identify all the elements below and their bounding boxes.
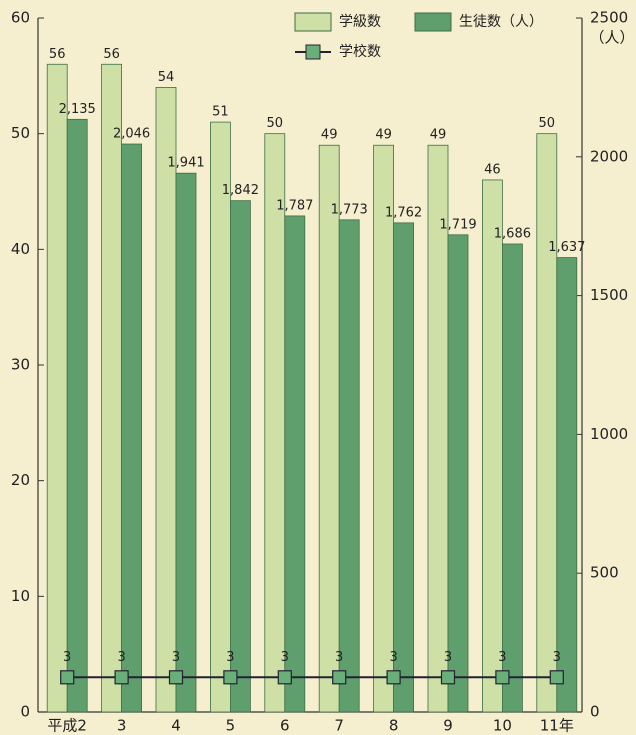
- value-label: 49: [321, 128, 338, 143]
- marker: [332, 670, 347, 685]
- x-tick-label: 9: [443, 717, 453, 735]
- bar: [155, 87, 177, 713]
- x-tick-label: 8: [389, 717, 399, 735]
- bar: [121, 143, 142, 713]
- marker: [549, 670, 564, 685]
- bar: [556, 257, 578, 713]
- value-label: 3: [172, 650, 180, 665]
- value-label: 3: [389, 650, 397, 665]
- bar: [101, 63, 122, 713]
- value-label: 3: [498, 650, 506, 665]
- bar: [209, 121, 231, 713]
- x-tick-label: 平成2: [47, 717, 87, 735]
- value-label: 54: [158, 70, 175, 85]
- x-tick-label: 10: [493, 717, 512, 735]
- x-tick-label: 3: [117, 717, 127, 735]
- value-label: 1,637: [548, 240, 585, 255]
- bar: [66, 118, 88, 713]
- value-label: 1,941: [167, 156, 204, 171]
- value-label: 1,773: [331, 202, 368, 217]
- legend-label: 学校数: [339, 43, 381, 60]
- value-label: 49: [430, 128, 447, 143]
- legend-swatch: [414, 12, 452, 32]
- bar: [46, 63, 68, 713]
- marker: [495, 670, 510, 685]
- marker: [277, 670, 292, 685]
- bar: [338, 219, 360, 713]
- value-label: 1,842: [222, 183, 259, 198]
- bar: [175, 172, 197, 713]
- y2-tick-label: 1500: [590, 286, 628, 304]
- y2-tick-label: 0: [590, 703, 600, 721]
- y2-tick-label: 2500: [590, 9, 628, 27]
- value-label: 3: [63, 650, 71, 665]
- value-label: 2,046: [113, 127, 150, 142]
- bar: [536, 133, 558, 713]
- y2-tick-label: 500: [590, 564, 619, 582]
- value-label: 50: [539, 116, 556, 131]
- y-tick-label: 30: [11, 356, 30, 374]
- marker: [386, 670, 401, 685]
- y2-axis-label: （人）: [589, 29, 634, 47]
- marker: [114, 670, 129, 685]
- y2-tick-label: 2000: [590, 147, 628, 165]
- value-label: 1,762: [385, 205, 422, 220]
- bar: [264, 133, 286, 713]
- x-tick-label: 4: [171, 717, 181, 735]
- y-tick-label: 50: [11, 124, 30, 142]
- y-tick-label: 20: [11, 471, 30, 489]
- value-label: 1,686: [494, 226, 531, 241]
- bar: [229, 200, 251, 713]
- value-label: 51: [212, 105, 229, 120]
- value-label: 46: [484, 162, 501, 177]
- value-label: 50: [267, 116, 284, 131]
- value-label: 1,719: [439, 217, 476, 232]
- value-label: 3: [117, 650, 125, 665]
- marker: [60, 670, 75, 685]
- value-label: 3: [281, 650, 289, 665]
- legend-label: 生徒数（人）: [459, 14, 543, 30]
- x-tick-label: 6: [280, 717, 290, 735]
- value-label: 3: [553, 650, 561, 665]
- x-tick-label: 11年: [540, 717, 574, 735]
- x-tick-label: 7: [334, 717, 344, 735]
- y-tick-label: 10: [11, 587, 30, 605]
- x-tick-label: 5: [226, 717, 236, 735]
- y-tick-label: 0: [20, 703, 30, 721]
- value-label: 3: [226, 650, 234, 665]
- y-tick-label: 60: [11, 9, 30, 27]
- bar: [373, 144, 395, 713]
- value-label: 49: [375, 128, 392, 143]
- bar: [318, 144, 340, 713]
- legend-label: 学級数: [339, 14, 381, 30]
- marker: [223, 670, 238, 685]
- bar: [481, 179, 503, 713]
- legend-marker: [305, 44, 321, 60]
- y2-tick-label: 1000: [590, 425, 628, 443]
- bar: [284, 215, 306, 713]
- value-label: 3: [335, 650, 343, 665]
- bar: [393, 222, 415, 713]
- value-label: 3: [444, 650, 452, 665]
- marker: [168, 670, 184, 685]
- bar: [447, 234, 469, 713]
- value-label: 2,135: [59, 102, 96, 117]
- y-tick-label: 40: [11, 240, 30, 258]
- legend-swatch: [294, 12, 332, 32]
- value-label: 56: [103, 47, 120, 62]
- value-label: 1,787: [276, 198, 313, 213]
- value-label: 56: [49, 47, 66, 62]
- bar: [501, 243, 523, 713]
- marker: [440, 670, 456, 685]
